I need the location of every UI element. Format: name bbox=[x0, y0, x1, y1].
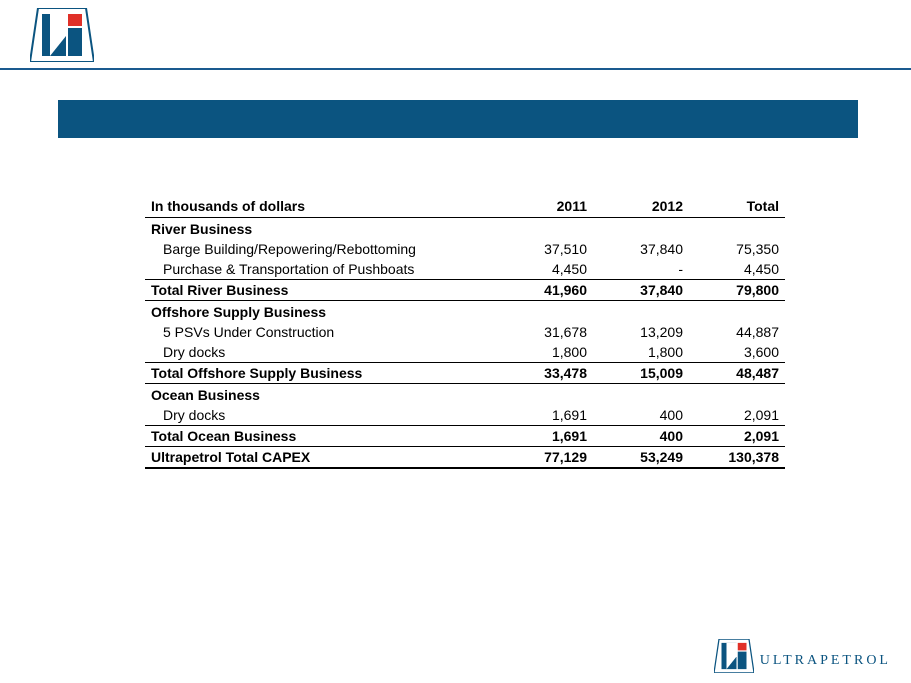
blank bbox=[593, 218, 689, 240]
blank bbox=[497, 218, 593, 240]
total-2011: 33,478 bbox=[497, 363, 593, 384]
header-divider bbox=[0, 68, 911, 70]
grand-2012: 53,249 bbox=[593, 447, 689, 469]
cell-2012: 37,840 bbox=[593, 239, 689, 259]
cell-2011: 4,450 bbox=[497, 259, 593, 280]
capex-table-container: In thousands of dollars 2011 2012 Total … bbox=[145, 195, 785, 469]
footer-company-name: ULTRAPETROL bbox=[760, 653, 891, 673]
total-2011: 1,691 bbox=[497, 426, 593, 447]
cell-total: 44,887 bbox=[689, 322, 785, 342]
blank bbox=[689, 301, 785, 323]
capex-table: In thousands of dollars 2011 2012 Total … bbox=[145, 195, 785, 469]
section-head-row: River Business bbox=[145, 218, 785, 240]
total-label: Total Ocean Business bbox=[145, 426, 497, 447]
section-title: Offshore Supply Business bbox=[145, 301, 497, 323]
grand-label: Ultrapetrol Total CAPEX bbox=[145, 447, 497, 469]
header-col-2012: 2012 bbox=[593, 195, 689, 218]
total-total: 2,091 bbox=[689, 426, 785, 447]
cell-2012: 13,209 bbox=[593, 322, 689, 342]
cell-total: 4,450 bbox=[689, 259, 785, 280]
section-total-row: Total Offshore Supply Business33,47815,0… bbox=[145, 363, 785, 384]
section-head-row: Offshore Supply Business bbox=[145, 301, 785, 323]
blank bbox=[689, 218, 785, 240]
table-row: Dry docks1,6914002,091 bbox=[145, 405, 785, 426]
total-2012: 15,009 bbox=[593, 363, 689, 384]
total-label: Total River Business bbox=[145, 280, 497, 301]
grand-total-row: Ultrapetrol Total CAPEX77,12953,249130,3… bbox=[145, 447, 785, 469]
ultrapetrol-logo-icon bbox=[714, 639, 754, 673]
company-logo-top bbox=[30, 8, 94, 67]
header-col-total: Total bbox=[689, 195, 785, 218]
cell-total: 3,600 bbox=[689, 342, 785, 363]
total-2011: 41,960 bbox=[497, 280, 593, 301]
cell-2012: 1,800 bbox=[593, 342, 689, 363]
blank bbox=[497, 301, 593, 323]
table-row: Barge Building/Repowering/Rebottoming37,… bbox=[145, 239, 785, 259]
grand-2011: 77,129 bbox=[497, 447, 593, 469]
cell-2011: 31,678 bbox=[497, 322, 593, 342]
grand-total: 130,378 bbox=[689, 447, 785, 469]
cell-2011: 1,800 bbox=[497, 342, 593, 363]
section-total-row: Total Ocean Business1,6914002,091 bbox=[145, 426, 785, 447]
section-title: Ocean Business bbox=[145, 384, 497, 406]
section-head-row: Ocean Business bbox=[145, 384, 785, 406]
cell-2011: 1,691 bbox=[497, 405, 593, 426]
cell-total: 75,350 bbox=[689, 239, 785, 259]
blank bbox=[593, 384, 689, 406]
cell-total: 2,091 bbox=[689, 405, 785, 426]
ultrapetrol-logo-icon bbox=[30, 8, 94, 62]
section-title: River Business bbox=[145, 218, 497, 240]
row-label: Dry docks bbox=[145, 342, 497, 363]
total-total: 48,487 bbox=[689, 363, 785, 384]
total-label: Total Offshore Supply Business bbox=[145, 363, 497, 384]
total-total: 79,800 bbox=[689, 280, 785, 301]
row-label: Barge Building/Repowering/Rebottoming bbox=[145, 239, 497, 259]
section-total-row: Total River Business41,96037,84079,800 bbox=[145, 280, 785, 301]
total-2012: 37,840 bbox=[593, 280, 689, 301]
row-label: Dry docks bbox=[145, 405, 497, 426]
blank bbox=[593, 301, 689, 323]
row-label: 5 PSVs Under Construction bbox=[145, 322, 497, 342]
table-header-row: In thousands of dollars 2011 2012 Total bbox=[145, 195, 785, 218]
table-row: Purchase & Transportation of Pushboats4,… bbox=[145, 259, 785, 280]
blank bbox=[497, 384, 593, 406]
blank bbox=[689, 384, 785, 406]
table-row: Dry docks1,8001,8003,600 bbox=[145, 342, 785, 363]
cell-2011: 37,510 bbox=[497, 239, 593, 259]
header-label: In thousands of dollars bbox=[145, 195, 497, 218]
table-row: 5 PSVs Under Construction31,67813,20944,… bbox=[145, 322, 785, 342]
cell-2012: 400 bbox=[593, 405, 689, 426]
cell-2012: - bbox=[593, 259, 689, 280]
total-2012: 400 bbox=[593, 426, 689, 447]
title-bar bbox=[58, 100, 858, 138]
header-col-2011: 2011 bbox=[497, 195, 593, 218]
row-label: Purchase & Transportation of Pushboats bbox=[145, 259, 497, 280]
footer-branding: ULTRAPETROL bbox=[714, 639, 891, 673]
